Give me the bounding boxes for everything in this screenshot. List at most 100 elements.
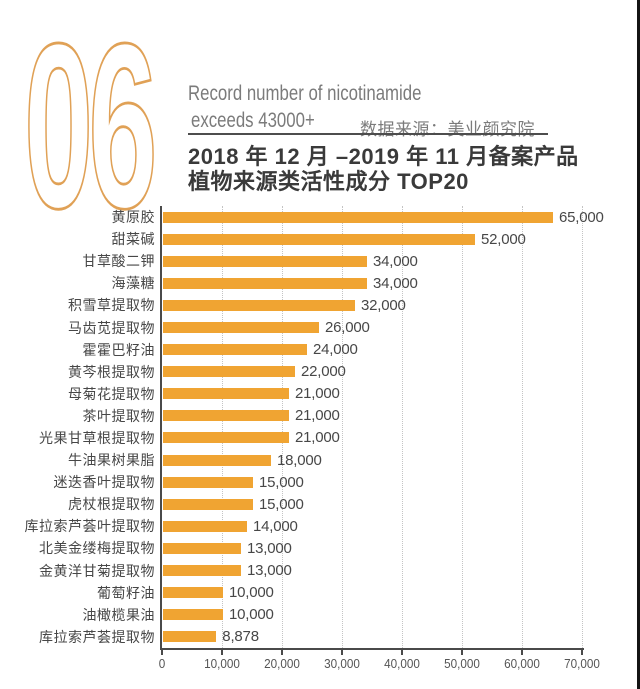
category-label: 马齿苋提取物 [68,319,155,336]
english-title-line1: Record number of nicotinamide [188,82,422,105]
chart-row: 牛油果树果脂 18,000 [0,449,640,471]
bar [163,432,289,444]
chart-row: 黄原胶 65,000 [0,206,640,228]
category-label: 黄原胶 [111,209,155,226]
chart-row: 葡萄籽油 10,000 [0,582,640,604]
chart-row: 迷迭香叶提取物 15,000 [0,471,640,493]
category-label: 甘草酸二钾 [82,253,155,270]
x-tick-label: 40,000 [384,656,420,671]
x-tick-mark [341,650,343,655]
gridline [582,206,583,648]
bar [163,542,241,554]
chart-row: 积雪草提取物 32,000 [0,294,640,316]
gridline [462,206,463,648]
value-label: 10,000 [229,606,274,624]
x-tick-label: 0 [158,656,166,671]
bar [163,454,271,466]
value-label: 10,000 [229,584,274,602]
chart-rows: 黄原胶 65,000 甜菜碱 52,000 甘草酸二钾 34,000 海藻糖 34,000 积雪… [0,206,640,648]
chart-row: 霍霍巴籽油 24,000 [0,339,640,361]
right-edge-line [637,0,640,689]
bar [163,520,247,532]
x-tick-label: 30,000 [324,656,360,671]
value-label: 15,000 [259,495,304,513]
value-label: 34,000 [373,252,418,270]
chart-row: 虎杖根提取物 15,000 [0,493,640,515]
value-label: 13,000 [247,539,292,557]
chart-row: 库拉索芦荟叶提取物 14,000 [0,515,640,537]
value-label: 15,000 [259,473,304,491]
plot-area [162,206,583,648]
gridline [282,206,283,648]
x-tick-mark [521,650,523,655]
bar [163,322,319,334]
chart-row: 库拉索芦荟提取物 8,878 [0,626,640,648]
category-label: 茶叶提取物 [82,407,155,424]
category-label: 光果甘草根提取物 [39,429,155,446]
y-axis-line [160,206,162,650]
value-label: 65,000 [559,208,604,226]
bar [163,211,553,223]
bar [163,233,475,245]
category-label: 北美金缕梅提取物 [39,540,155,557]
bar [163,609,223,621]
x-tick-mark [161,650,163,655]
category-label: 库拉索芦荟提取物 [39,628,155,645]
chart-row: 茶叶提取物 21,000 [0,405,640,427]
gridline [522,206,523,648]
category-label: 母菊花提取物 [68,385,155,402]
bar [163,255,367,267]
section-number: 06 [23,0,158,257]
category-label: 黄芩根提取物 [68,363,155,380]
bar [163,498,253,510]
value-label: 26,000 [325,319,370,337]
value-label: 22,000 [301,363,346,381]
bar [163,476,253,488]
category-label: 金黄洋甘菊提取物 [39,562,155,579]
x-tick-label: 20,000 [264,656,300,671]
x-tick-label: 10,000 [204,656,240,671]
category-label: 葡萄籽油 [97,584,155,601]
category-label: 油橄榄果油 [82,606,155,623]
bar [163,299,355,311]
x-axis-line [160,648,584,650]
bar [163,388,289,400]
value-label: 34,000 [373,274,418,292]
value-label: 14,000 [253,517,298,535]
value-label: 24,000 [313,341,358,359]
value-label: 32,000 [361,296,406,314]
category-label: 迷迭香叶提取物 [53,474,155,491]
category-label: 甜菜碱 [111,231,155,248]
gridline [222,206,223,648]
x-tick-label: 60,000 [504,656,540,671]
bar [163,410,289,422]
x-tick-mark [581,650,583,655]
chart-row: 马齿苋提取物 26,000 [0,316,640,338]
gridline [402,206,403,648]
bar [163,366,295,378]
gridline [342,206,343,648]
bar [163,587,223,599]
x-tick-mark [461,650,463,655]
chart-row: 海藻糖 34,000 [0,272,640,294]
chart-row: 金黄洋甘菊提取物 13,000 [0,560,640,582]
x-tick-mark [401,650,403,655]
bar [163,631,217,643]
value-label: 21,000 [295,407,340,425]
value-label: 21,000 [295,385,340,403]
value-label: 18,000 [277,451,322,469]
chart-row: 油橄榄果油 10,000 [0,604,640,626]
chart-row: 甘草酸二钾 34,000 [0,250,640,272]
value-label: 8,878 [222,628,259,646]
bar [163,344,307,356]
category-label: 霍霍巴籽油 [82,341,155,358]
english-title-line2: exceeds 43000+ [191,109,315,132]
chart-row: 甜菜碱 52,000 [0,228,640,250]
category-label: 海藻糖 [111,275,155,292]
category-label: 牛油果树果脂 [68,452,155,469]
chart-title-line1: 2018 年 12 月 –2019 年 11 月备案产品 [188,144,579,169]
x-tick-mark [221,650,223,655]
category-label: 积雪草提取物 [68,297,155,314]
chart-row: 黄芩根提取物 22,000 [0,361,640,383]
